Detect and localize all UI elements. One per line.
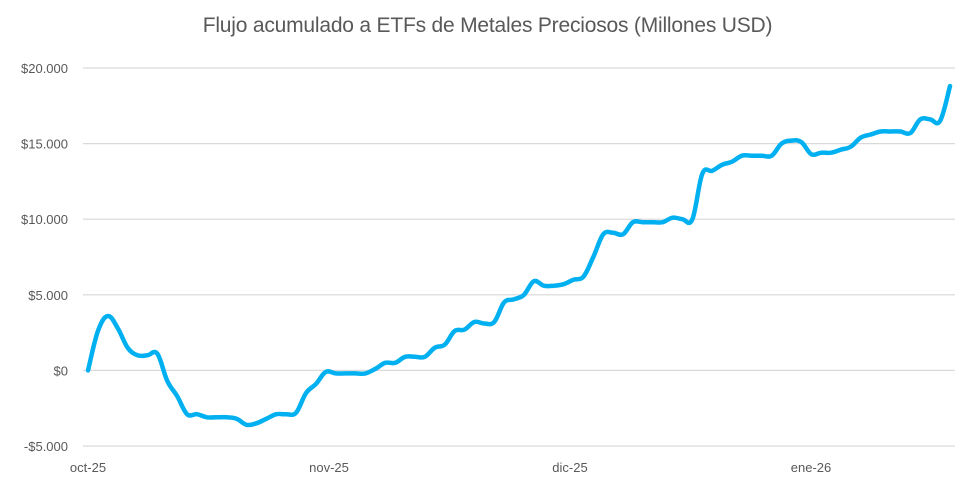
y-tick-label: $15.000 bbox=[21, 137, 68, 152]
y-tick-label: $20.000 bbox=[21, 61, 68, 76]
cumulative-flow-line bbox=[85, 83, 953, 428]
y-tick-label: -$5.000 bbox=[24, 439, 68, 454]
chart-title: Flujo acumulado a ETFs de Metales Precio… bbox=[202, 14, 773, 37]
x-tick-label: dic-25 bbox=[552, 460, 587, 475]
gridlines bbox=[83, 67, 955, 447]
x-tick-label: ene-26 bbox=[791, 460, 831, 475]
y-tick-label: $10.000 bbox=[21, 212, 68, 227]
x-tick-label: oct-25 bbox=[70, 460, 106, 475]
x-tick-label: nov-25 bbox=[309, 460, 349, 475]
y-tick-label: $5.000 bbox=[28, 288, 68, 303]
y-tick-label: $0 bbox=[54, 363, 68, 378]
x-axis-tick-labels: oct-25 nov-25 dic-25 ene-26 bbox=[70, 460, 831, 475]
y-axis-tick-labels: -$5.000 $0 $5.000 $10.000 $15.000 $20.000 bbox=[21, 61, 68, 454]
